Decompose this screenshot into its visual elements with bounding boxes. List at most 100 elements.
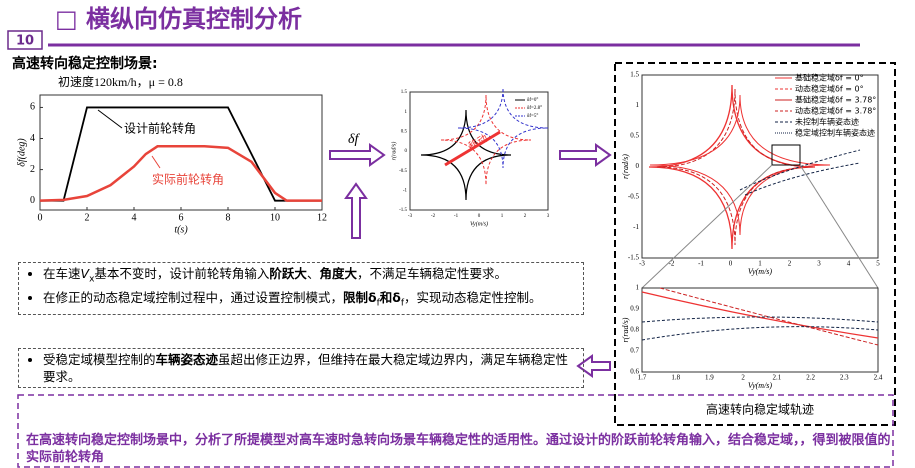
x-tick-label: -2 [431,214,436,219]
plot-area [409,91,549,211]
curve [641,291,879,339]
x-tick-label: -2 [669,260,675,268]
bullet: 受稳定域模型控制的车辆姿态迹虽超出修正边界，但维持在最大稳定域边界内，满足车辆稳… [43,351,577,385]
x-tick-label: 2.1 [772,374,781,382]
x-tick-label: 1 [501,214,504,219]
legend-label: 动态稳定域δf = 3.78° [795,106,876,116]
annotation: 实际前轮转角 [152,172,224,187]
trace [739,149,861,191]
footer-frame [17,394,894,468]
x-tick-label: 4 [132,212,137,223]
x-tick-label: 0 [478,214,481,219]
y-tick-label: 0 [636,162,640,170]
x-axis-label: t(s) [174,224,188,235]
legend-label: 动态稳定域δf = 0° [795,84,864,94]
y-tick-label: 1 [636,101,640,109]
region [649,94,831,236]
y-tick-label: 0.9 [630,305,639,313]
t: 阶跃大 [269,266,307,281]
x-tick-label: 2 [788,260,792,268]
x-tick-label: -1 [454,214,459,219]
t: 车辆姿态迹 [155,352,219,367]
x-tick-label: -3 [408,214,413,219]
plot-area [641,74,879,259]
x-tick-label: 6 [179,212,184,223]
pointer [97,109,123,129]
t: 在修正的动态稳定域控制过程中，通过设置控制模式， [43,289,344,305]
y-tick-label: -0.5 [628,193,640,201]
y-tick-label: 0.5 [401,129,408,134]
legend-label: 基础稳定域δf = 3.78° [795,95,876,105]
y-tick-label: -1.5 [399,208,407,213]
t: 和δ [379,289,401,305]
t: 角度大 [319,266,357,281]
pointer [151,155,161,169]
note: 初速度120km/h，μ = 0.8 [58,74,183,89]
y-tick-label: 0 [405,149,408,154]
bullet-box: 在车速Vx基本不变时，设计前轮转角输入阶跃大、角度大，不满足车辆稳定性要求。 在… [18,262,584,315]
x-tick-label: 1.7 [638,374,647,382]
curve [641,326,879,341]
legend-label: 未控制车辆姿态迹 [795,117,859,127]
x-tick-label: -1 [698,260,704,268]
x-tick-label: 2 [524,214,527,219]
arrow-label: δf [348,132,361,147]
zoom-box [771,144,801,166]
zoom-line [641,164,773,289]
figure-frame [614,62,896,426]
y-tick-label: 6 [30,102,35,113]
arrow [559,143,612,167]
y-tick-label: 0.7 [630,347,639,355]
bullet-box: 受稳定域模型控制的车辆姿态迹虽超出修正边界，但维持在最大稳定域边界内，满足车辆稳… [18,348,584,388]
arrow [329,143,386,167]
y-tick-label: 0 [30,195,35,206]
curve [659,287,879,346]
y-tick-label: -1 [403,188,408,193]
x-tick-label: 8 [226,212,231,223]
caption: 高速转向稳定域轨迹 [706,402,814,417]
legend-label: δf=0° [527,98,538,103]
y-tick-label: 1.5 [401,90,408,95]
x-tick-label: 5 [876,260,880,268]
y-tick-label: 1 [405,110,408,115]
t: ，不满足车辆稳定性要求。 [356,266,507,281]
bullet: 在车速Vx基本不变时，设计前轮转角输入阶跃大、角度大，不满足车辆稳定性要求。 [43,265,577,289]
x-tick-label: 1.8 [671,374,680,382]
t: 限制δ [343,289,377,305]
y-axis-label: r(rad/s) [390,142,397,161]
legend-label: δf=2.8° [527,106,542,111]
x-tick-label: 2.4 [874,374,883,382]
legend-label: 稳定域控制车辆姿态迹 [795,128,875,138]
y-tick-label: 0.6 [630,368,639,376]
slide-number: 10 [16,34,34,49]
footer: 在高速转向稳定控制场景中，分析了所提模型对高车速时急转向场景车辆稳定性的适用性。… [26,433,891,465]
t: 基本不变时，设计前轮转角输入 [94,266,270,281]
trace [744,162,861,196]
y-tick-label: -1.5 [628,254,640,262]
t: 在车速 [43,266,81,281]
t: x [89,274,95,285]
legend-label: δf=5° [527,114,538,119]
region [457,87,549,169]
x-tick-label: 0 [729,260,733,268]
y-axis-label: r(rad/s) [621,317,630,342]
x-tick-label: 1.9 [705,374,714,382]
y-tick-label: 1.5 [630,71,639,79]
title: □ 横纵向仿真控制分析 [55,5,302,33]
x-tick-label: 3 [817,260,821,268]
move-arrow [444,130,501,167]
y-tick-label: 0.8 [630,326,639,334]
region [648,84,816,250]
arrow [344,182,368,239]
t: 虽超出修正边界，但维持在最大稳定域边界内，满足车辆稳定性要求。 [43,352,569,384]
t: f [400,298,405,308]
region [440,94,532,186]
number-box [7,30,43,50]
t: ，实现动态稳定性控制。 [404,289,542,305]
zoom-line [799,164,879,289]
x-tick-label: 10 [270,212,280,223]
x-axis-label: Vy(m/s) [470,220,488,227]
x-tick-label: 4 [847,260,851,268]
